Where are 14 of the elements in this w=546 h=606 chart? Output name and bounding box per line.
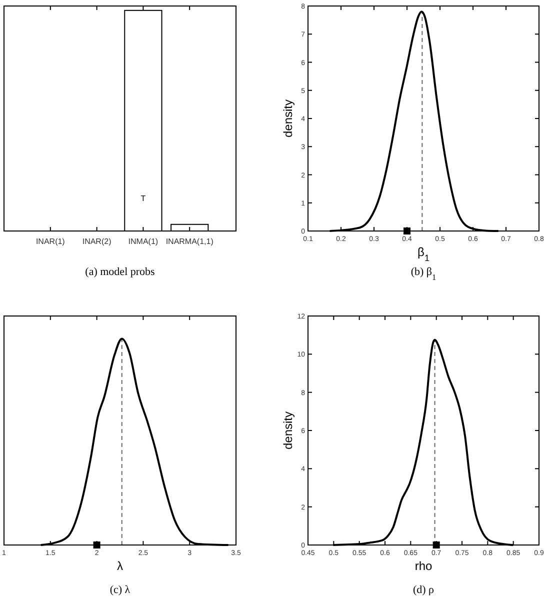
- y-axis-title: density: [281, 99, 295, 138]
- x-axis-title: λ: [117, 559, 123, 573]
- x-tick-label: INAR(1): [36, 237, 66, 246]
- x-tick-label: INMA(1): [128, 237, 158, 246]
- x-axis-title: rho: [414, 559, 432, 573]
- text: (d) ρ: [412, 584, 435, 596]
- text: (b) β$_{1}$: [410, 266, 436, 282]
- annotation: T: [140, 194, 146, 203]
- x-axis-title: β$_{1}$: [418, 245, 430, 263]
- x-tick-label: INAR(2): [82, 237, 112, 246]
- x-tick-label: INARMA(1,1): [166, 237, 214, 246]
- text: (c) λ: [110, 584, 131, 596]
- text: (a) model probs: [85, 266, 155, 278]
- y-axis-title: density: [281, 411, 295, 450]
